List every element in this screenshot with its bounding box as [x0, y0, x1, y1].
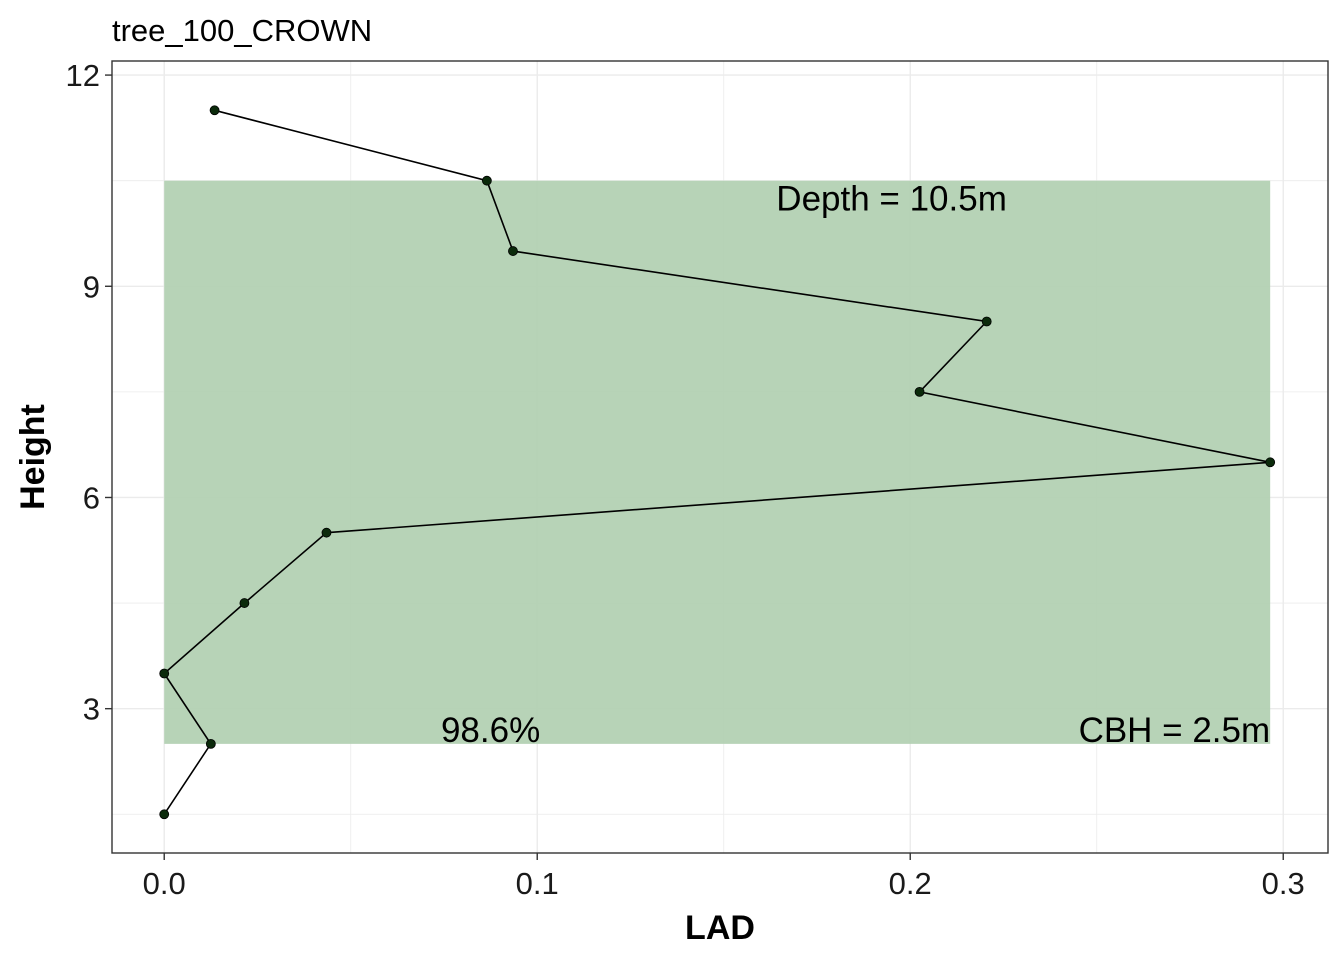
annotations-layer: Depth = 10.5m CBH = 2.5m 98.6%: [441, 179, 1270, 750]
data-point: [159, 809, 170, 820]
y-tick-label: 6: [83, 480, 100, 515]
x-axis-title: LAD: [685, 909, 755, 947]
x-tick-label: 0.0: [143, 866, 186, 901]
x-tick-label: 0.2: [889, 866, 932, 901]
crown-band-layer: [164, 180, 1271, 744]
data-point: [481, 175, 492, 186]
crown-percent-annotation: 98.6%: [441, 711, 540, 750]
y-axis-title: Height: [14, 404, 52, 510]
data-point: [914, 386, 925, 397]
depth-annotation: Depth = 10.5m: [776, 179, 1007, 218]
x-tick-label: 0.3: [1262, 866, 1305, 901]
data-point: [205, 738, 216, 749]
data-point: [239, 598, 250, 608]
y-axis-ticks: 3 6 9 12: [66, 58, 112, 727]
chart-title: tree_100_CROWN: [112, 13, 372, 48]
y-tick-label: 9: [83, 269, 100, 304]
x-axis-ticks: 0.0 0.1 0.2 0.3: [143, 853, 1305, 901]
y-tick-label: 3: [83, 692, 100, 727]
data-point: [321, 527, 332, 538]
x-tick-label: 0.1: [516, 866, 559, 901]
data-point: [209, 105, 220, 116]
data-point: [981, 316, 992, 327]
crown-band: [164, 180, 1271, 744]
data-point: [159, 668, 170, 679]
data-point: [508, 246, 518, 256]
cbh-annotation: CBH = 2.5m: [1079, 711, 1271, 750]
y-tick-label: 12: [66, 58, 100, 93]
data-point: [1265, 457, 1276, 468]
plot-panel-border: [111, 60, 1329, 854]
data-points-layer: [159, 105, 1276, 820]
